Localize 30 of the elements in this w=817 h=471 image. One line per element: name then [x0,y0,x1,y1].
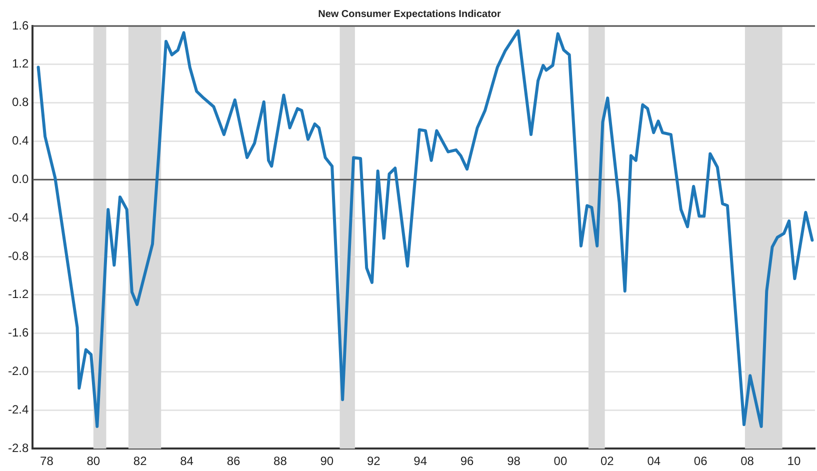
y-tick-label: -1.6 [8,326,29,340]
x-tick-label: 04 [647,454,661,468]
x-tick-label: 86 [226,454,241,468]
x-tick-label: 10 [787,454,801,468]
y-tick-label: 1.6 [12,18,29,32]
x-tick-label: 98 [507,454,521,468]
x-tick-label: 82 [133,454,148,468]
y-tick-label: -0.8 [8,248,29,263]
x-tick-label: 94 [414,454,428,468]
x-tick-label: 88 [274,454,288,468]
x-tick-label: 80 [86,454,100,468]
x-tick-label: 92 [366,454,381,468]
y-tick-label: -2.4 [8,402,29,416]
y-tick-label: -2.0 [8,364,29,378]
x-tick-label: 00 [554,454,568,468]
x-tick-label: 08 [740,454,754,468]
x-tick-label: 06 [694,454,708,468]
x-tick-label: 78 [40,454,54,468]
y-tick-label: 0.8 [12,95,29,110]
chart-title: New Consumer Expectations Indicator [318,8,502,20]
x-tick-label: 96 [460,454,474,468]
y-tick-label: -2.8 [8,440,29,455]
x-tick-label: 84 [180,454,194,468]
y-tick-label: 0.0 [12,172,29,186]
y-tick-label: -1.2 [8,287,29,302]
y-tick-label: -0.4 [8,210,29,224]
y-tick-label: 1.2 [12,56,29,71]
y-tick-label: 0.4 [12,134,29,148]
x-tick-label: 90 [320,454,334,468]
x-tick-label: 02 [600,454,614,468]
